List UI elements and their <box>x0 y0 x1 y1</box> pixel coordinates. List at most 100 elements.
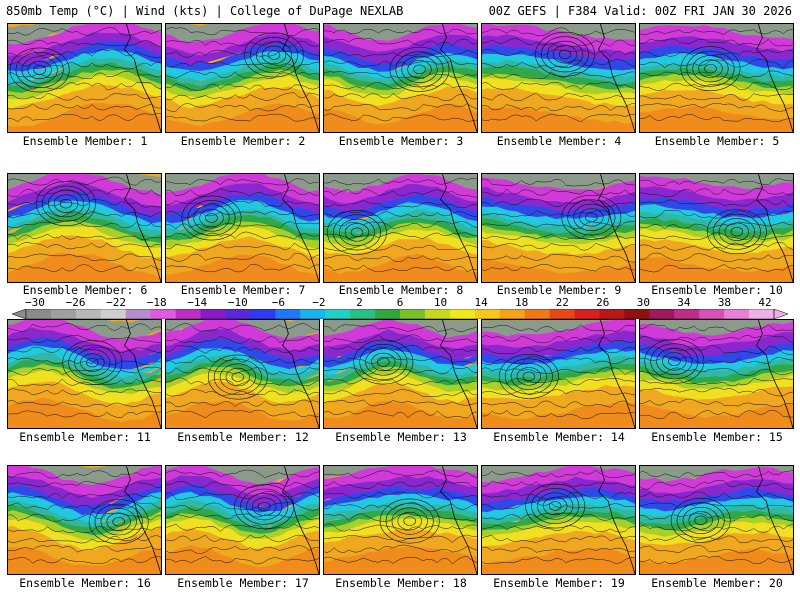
ensemble-map-panel <box>639 465 794 575</box>
temperature-field-map <box>324 174 477 282</box>
temperature-field-map <box>482 24 635 132</box>
colorbar-segment <box>474 309 501 319</box>
colorbar-segment <box>50 309 77 319</box>
colorbar-segment <box>724 309 750 319</box>
ensemble-map-panel <box>165 173 320 283</box>
temperature-field-map <box>8 320 161 428</box>
ensemble-map-panel <box>165 465 320 575</box>
ensemble-member-label: Ensemble Member: 15 <box>651 430 783 444</box>
temperature-field-map <box>640 466 793 574</box>
colorbar-segment <box>250 309 276 319</box>
temperature-field-map <box>640 24 793 132</box>
colorbar-segment <box>749 309 775 319</box>
colorbar-segment <box>75 309 102 319</box>
colorbar-right-arrow <box>773 309 788 319</box>
colorbar-tick-label: 34 <box>677 296 691 309</box>
ensemble-member-label: Ensemble Member: 10 <box>651 283 783 297</box>
colorbar-segment <box>26 309 52 319</box>
ensemble-map-panel <box>323 319 478 429</box>
ensemble-map-panel <box>323 23 478 133</box>
ensemble-member-label: Ensemble Member: 11 <box>19 430 151 444</box>
ensemble-map-panel <box>7 465 162 575</box>
colorbar-segment <box>599 309 625 319</box>
colorbar-segment <box>275 309 301 319</box>
temperature-field-map <box>324 466 477 574</box>
colorbar-tick-label: 30 <box>636 296 650 309</box>
temperature-field-map <box>8 466 161 574</box>
ensemble-member-label: Ensemble Member: 6 <box>22 283 148 297</box>
ensemble-member-label: Ensemble Member: 1 <box>22 134 148 148</box>
colorbar-segment <box>449 309 476 319</box>
colorbar-tick-label: 14 <box>474 296 488 309</box>
ensemble-member-label: Ensemble Member: 9 <box>496 283 622 297</box>
ensemble-map-panel <box>481 173 636 283</box>
ensemble-map-panel <box>7 319 162 429</box>
ensemble-member-label: Ensemble Member: 2 <box>180 134 306 148</box>
colorbar-segment <box>200 309 226 319</box>
temperature-field-map <box>166 174 319 282</box>
ensemble-map-panel <box>165 319 320 429</box>
ensemble-member-label: Ensemble Member: 7 <box>180 283 306 297</box>
colorbar-segment <box>499 309 525 319</box>
colorbar-segment <box>674 309 700 319</box>
colorbar-tick-label: 6 <box>396 296 404 309</box>
temperature-field-map <box>166 24 319 132</box>
ensemble-member-label: Ensemble Member: 18 <box>335 576 467 590</box>
ensemble-map-panel <box>639 23 794 133</box>
ensemble-map-panel <box>639 319 794 429</box>
ensemble-member-label: Ensemble Member: 16 <box>19 576 151 590</box>
temperature-field-map <box>8 174 161 282</box>
colorbar-left-arrow <box>12 309 27 319</box>
colorbar-tick-label: −2 <box>312 296 326 309</box>
ensemble-member-label: Ensemble Member: 12 <box>177 430 309 444</box>
temperature-field-map <box>324 24 477 132</box>
ensemble-member-label: Ensemble Member: 4 <box>496 134 622 148</box>
colorbar-segment <box>400 309 426 319</box>
colorbar-segment <box>624 309 650 319</box>
colorbar-segment <box>100 309 127 319</box>
colorbar-segment <box>375 309 401 319</box>
colorbar-segment <box>424 309 451 319</box>
colorbar-tick-label: 22 <box>555 296 569 309</box>
colorbar-segment <box>649 309 675 319</box>
colorbar-segment <box>175 309 201 319</box>
ensemble-member-label: Ensemble Member: 14 <box>493 430 625 444</box>
ensemble-member-label: Ensemble Member: 3 <box>338 134 464 148</box>
header-valid-time: 00Z GEFS | F384 Valid: 00Z FRI JAN 30 20… <box>488 4 792 18</box>
colorbar-segment <box>549 309 575 319</box>
colorbar-tick-label: 26 <box>596 296 610 309</box>
colorbar-segment <box>225 309 251 319</box>
temperature-field-map <box>640 174 793 282</box>
colorbar-tick-label: −14 <box>187 296 208 309</box>
colorbar-tick-label: 42 <box>758 296 772 309</box>
colorbar-tick-label: −30 <box>25 296 45 309</box>
colorbar-segment <box>524 309 550 319</box>
colorbar-tick-label: 38 <box>717 296 732 309</box>
temperature-colorbar <box>12 309 788 319</box>
ensemble-map-panel <box>165 23 320 133</box>
ensemble-map-panel <box>481 465 636 575</box>
colorbar-segment <box>125 309 151 319</box>
colorbar-tick-label: −22 <box>106 296 127 309</box>
ensemble-member-label: Ensemble Member: 19 <box>493 576 625 590</box>
ensemble-map-panel <box>639 173 794 283</box>
temperature-field-map <box>640 320 793 428</box>
colorbar-tick-label: −6 <box>271 296 285 309</box>
colorbar-tick-label: 18 <box>515 296 529 309</box>
colorbar-tick-label: 10 <box>433 296 448 309</box>
colorbar-segment <box>350 309 376 319</box>
ensemble-map-panel <box>323 465 478 575</box>
ensemble-map-panel <box>7 23 162 133</box>
ensemble-map-panel <box>7 173 162 283</box>
colorbar-segment <box>574 309 600 319</box>
ensemble-member-label: Ensemble Member: 13 <box>335 430 467 444</box>
temperature-field-map <box>482 174 635 282</box>
ensemble-map-panel <box>481 319 636 429</box>
ensemble-map-panel <box>323 173 478 283</box>
colorbar-tick-label: −26 <box>65 296 86 309</box>
temperature-field-map <box>166 466 319 574</box>
colorbar-segment <box>300 309 326 319</box>
header-title: 850mb Temp (°C) | Wind (kts) | College o… <box>6 4 404 18</box>
colorbar-segment <box>325 309 351 319</box>
colorbar-tick-label: 2 <box>356 296 363 309</box>
